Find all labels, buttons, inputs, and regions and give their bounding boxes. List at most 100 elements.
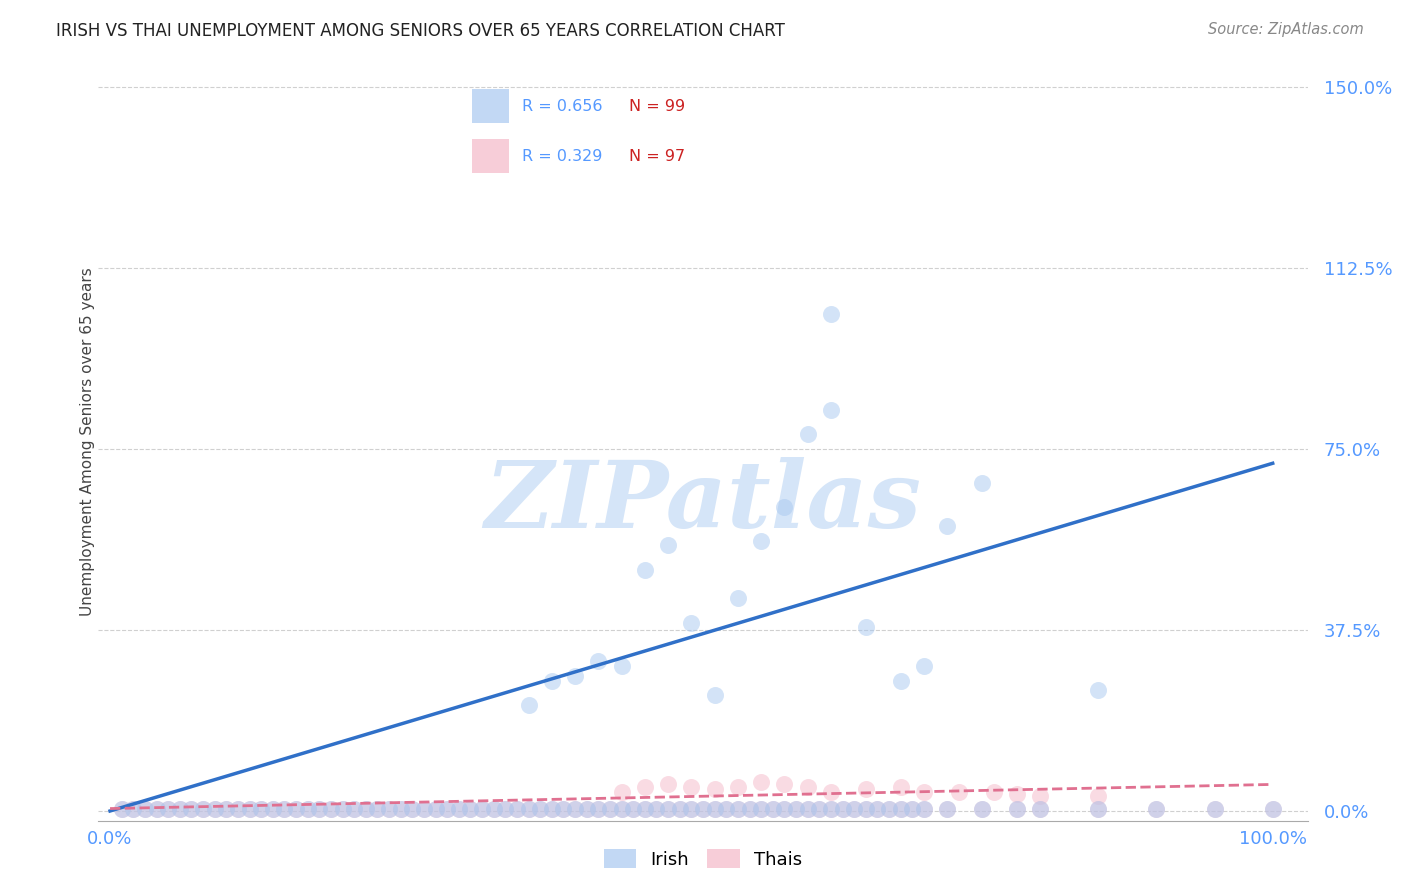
Point xyxy=(354,801,377,815)
Point xyxy=(1144,801,1167,815)
Point xyxy=(575,801,598,815)
Point xyxy=(855,801,877,815)
Point xyxy=(564,801,586,815)
Point xyxy=(762,801,785,815)
Point xyxy=(425,801,447,815)
Point xyxy=(785,801,807,815)
Point xyxy=(332,801,354,815)
Point xyxy=(1261,801,1284,815)
Point xyxy=(796,780,818,794)
Point xyxy=(657,801,679,815)
Text: Source: ZipAtlas.com: Source: ZipAtlas.com xyxy=(1208,22,1364,37)
Point xyxy=(297,801,319,815)
Point xyxy=(413,801,436,815)
Point xyxy=(681,801,703,815)
Point xyxy=(808,801,831,815)
Point xyxy=(239,801,262,815)
Point xyxy=(785,801,807,815)
Point xyxy=(796,427,818,442)
Point xyxy=(877,801,900,815)
Point xyxy=(145,801,167,815)
Point xyxy=(588,801,610,815)
Point xyxy=(738,801,761,815)
Point xyxy=(308,801,330,815)
Point xyxy=(482,801,505,815)
Point xyxy=(460,801,482,815)
Point xyxy=(1144,801,1167,815)
Point xyxy=(564,801,586,815)
Point xyxy=(610,659,633,673)
Point xyxy=(773,801,796,815)
Point xyxy=(634,562,657,576)
Point xyxy=(506,801,529,815)
Point xyxy=(936,801,959,815)
Point xyxy=(645,801,668,815)
Point xyxy=(808,801,831,815)
Point xyxy=(796,801,818,815)
Point xyxy=(936,801,959,815)
Point xyxy=(1029,801,1052,815)
Point xyxy=(378,801,401,815)
Point xyxy=(692,801,714,815)
Point xyxy=(901,801,924,815)
Point xyxy=(401,801,423,815)
Point xyxy=(262,801,284,815)
Point xyxy=(157,801,180,815)
Point xyxy=(250,801,273,815)
Point xyxy=(1029,789,1052,804)
Point xyxy=(588,654,610,668)
Point xyxy=(948,785,970,799)
Point xyxy=(366,801,388,815)
Point xyxy=(191,801,214,815)
Point xyxy=(111,801,134,815)
Point xyxy=(681,780,703,794)
Point xyxy=(762,801,785,815)
Point xyxy=(831,801,853,815)
Point xyxy=(111,801,134,815)
Point xyxy=(877,801,900,815)
Point xyxy=(610,801,633,815)
Point xyxy=(773,801,796,815)
Point xyxy=(844,801,866,815)
Point xyxy=(820,403,842,417)
Point xyxy=(820,801,842,815)
Point xyxy=(634,801,657,815)
Point xyxy=(703,801,725,815)
Point xyxy=(970,475,993,490)
Point xyxy=(425,801,447,815)
Point xyxy=(540,673,562,688)
Point xyxy=(681,615,703,630)
Point xyxy=(681,801,703,815)
Point xyxy=(1204,801,1226,815)
Point xyxy=(703,688,725,702)
Point xyxy=(215,801,238,815)
Point xyxy=(820,785,842,799)
Point xyxy=(668,801,690,815)
Point xyxy=(262,801,284,815)
Point xyxy=(855,801,877,815)
Point xyxy=(657,538,679,552)
Text: IRISH VS THAI UNEMPLOYMENT AMONG SENIORS OVER 65 YEARS CORRELATION CHART: IRISH VS THAI UNEMPLOYMENT AMONG SENIORS… xyxy=(56,22,785,40)
Point xyxy=(204,801,226,815)
Point xyxy=(866,801,889,815)
Point xyxy=(657,777,679,791)
Point xyxy=(378,801,401,815)
Point xyxy=(890,801,912,815)
Point xyxy=(297,801,319,815)
Point xyxy=(1005,801,1028,815)
Point xyxy=(273,801,295,815)
Point xyxy=(1005,801,1028,815)
Point xyxy=(727,780,749,794)
Point xyxy=(727,591,749,606)
Point xyxy=(389,801,412,815)
Point xyxy=(727,801,749,815)
Point xyxy=(226,801,249,815)
Point xyxy=(180,801,202,815)
Point xyxy=(912,801,935,815)
Point xyxy=(749,801,772,815)
Point xyxy=(366,801,388,815)
Point xyxy=(634,780,657,794)
Point xyxy=(901,801,924,815)
Point xyxy=(413,801,436,815)
Point xyxy=(1087,789,1109,804)
